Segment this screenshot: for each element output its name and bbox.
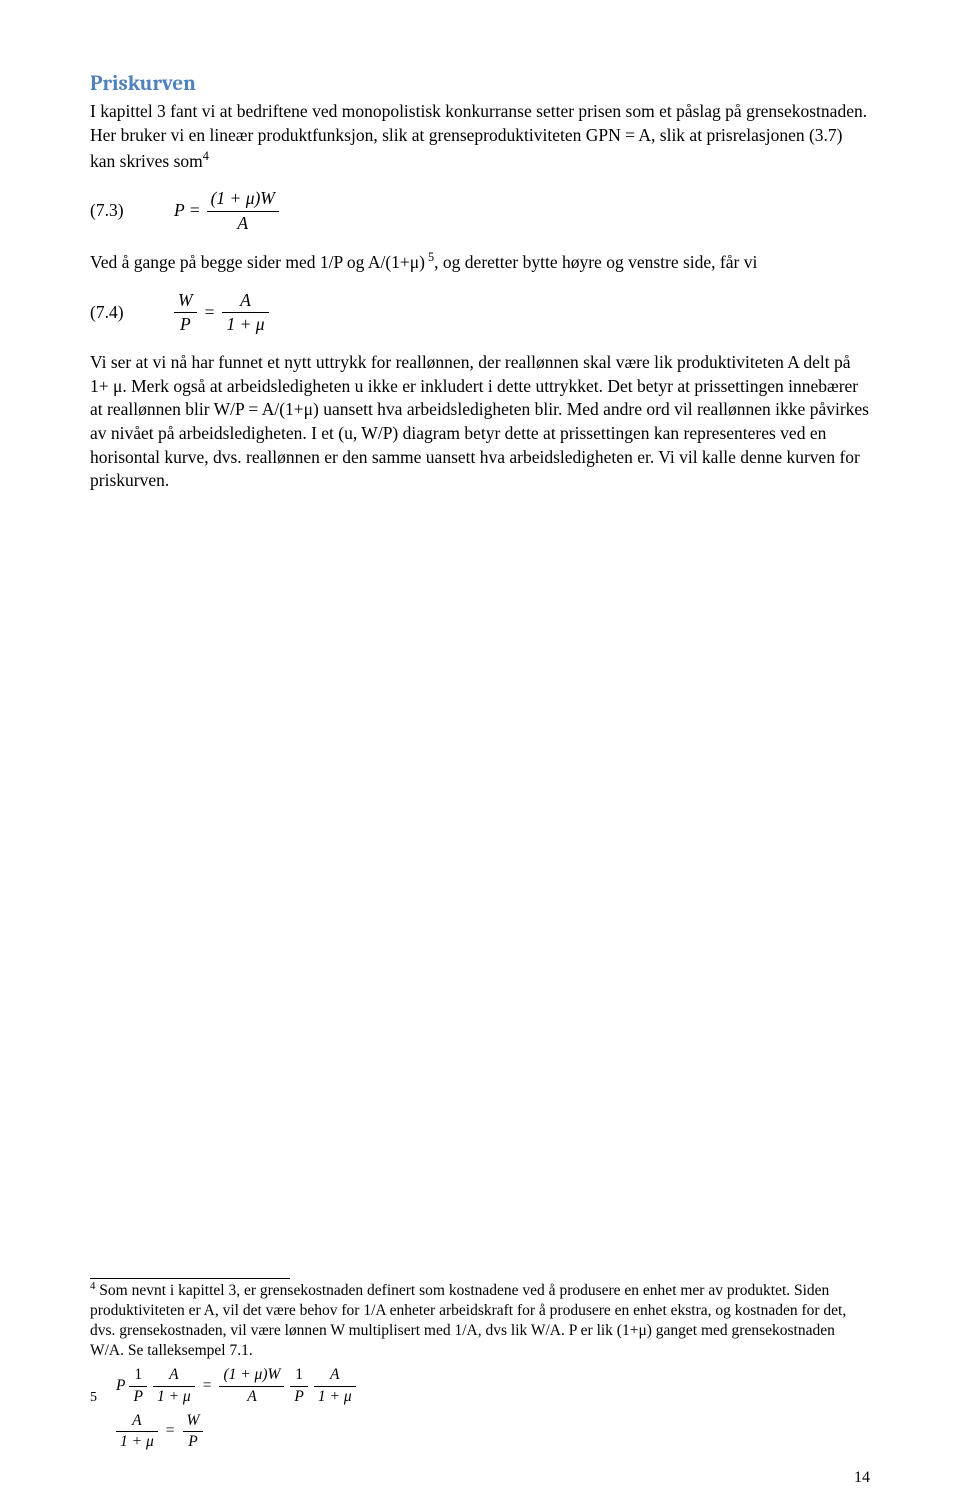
fna-frac3-num: (1 + μ)W [219, 1365, 284, 1385]
fna-frac2: A 1 + μ [153, 1365, 195, 1406]
paragraph-2: Ved å gange på begge sider med 1/P og A/… [90, 249, 870, 274]
eq-number-7-4: (7.4) [90, 301, 174, 325]
eq74-equals: = [197, 301, 223, 325]
fna-eq: = [195, 1376, 220, 1396]
footnote-4-text: Som nevnt i kapittel 3, er grensekostnad… [90, 1282, 846, 1359]
paragraph-1: I kapittel 3 fant vi at bedriftene ved m… [90, 100, 870, 173]
eq73-numerator: (1 + μ)W [207, 187, 279, 211]
footnote-5-eq-line-1: 5 P 1 P A 1 + μ = (1 + μ)W A 1 P A 1 + μ [90, 1365, 870, 1406]
fna-frac1-num: 1 [129, 1365, 146, 1385]
p2a-text: Ved å gange på begge sider med 1/P og A/… [90, 252, 425, 272]
fnb-frac2-num: W [183, 1411, 204, 1431]
fna-frac1: 1 P [129, 1365, 146, 1406]
eq73-lhs: P = [174, 199, 201, 223]
eq74-left-fraction: W P [174, 289, 197, 337]
fna-frac4: 1 P [290, 1365, 307, 1406]
fna-frac4-den: P [290, 1386, 307, 1407]
footnote-5-marker: 5 [90, 1389, 116, 1407]
eq73-fraction: (1 + μ)W A [207, 187, 279, 235]
eq73-denominator: A [207, 211, 279, 236]
fnb-frac1-den: 1 + μ [116, 1431, 158, 1452]
fna-frac1-den: P [129, 1386, 146, 1407]
fna-frac5-den: 1 + μ [314, 1386, 356, 1407]
fnb-frac2: W P [183, 1411, 204, 1452]
page-number: 14 [854, 1467, 870, 1489]
fna-frac2-num: A [153, 1365, 195, 1385]
fnb-frac1: A 1 + μ [116, 1411, 158, 1452]
fna-frac4-num: 1 [290, 1365, 307, 1385]
footnote-4: 4 Som nevnt i kapittel 3, er grensekostn… [90, 1279, 870, 1362]
eq74-right-num: A [222, 289, 268, 313]
footnote-ref-4: 4 [203, 149, 209, 163]
paragraph-3: Vi ser at vi nå har funnet et nytt uttry… [90, 351, 870, 493]
eq74-right-den: 1 + μ [222, 312, 268, 337]
section-heading: Priskurven [90, 70, 870, 98]
eq-number-7-3: (7.3) [90, 199, 174, 223]
footnotes-block: 4 Som nevnt i kapittel 3, er grensekostn… [90, 1278, 870, 1456]
eq74-left-den: P [174, 312, 197, 337]
fna-frac3-den: A [219, 1386, 284, 1407]
fna-frac2-den: 1 + μ [153, 1386, 195, 1407]
footnote-ref-5: 5 [425, 250, 434, 264]
fna-lhs-P: P [116, 1376, 125, 1396]
footnote-5-eq-line-2: A 1 + μ = W P [90, 1411, 870, 1452]
equation-7-3: (7.3) P = (1 + μ)W A [90, 187, 870, 235]
p2b-text: , og deretter bytte høyre og venstre sid… [434, 252, 757, 272]
fnb-frac2-den: P [183, 1431, 204, 1452]
fna-frac3: (1 + μ)W A [219, 1365, 284, 1406]
fnb-eq: = [158, 1421, 183, 1441]
fna-frac5-num: A [314, 1365, 356, 1385]
equation-7-4: (7.4) W P = A 1 + μ [90, 289, 870, 337]
eq74-right-fraction: A 1 + μ [222, 289, 268, 337]
eq74-left-num: W [174, 289, 197, 313]
fnb-frac1-num: A [116, 1411, 158, 1431]
fna-frac5: A 1 + μ [314, 1365, 356, 1406]
